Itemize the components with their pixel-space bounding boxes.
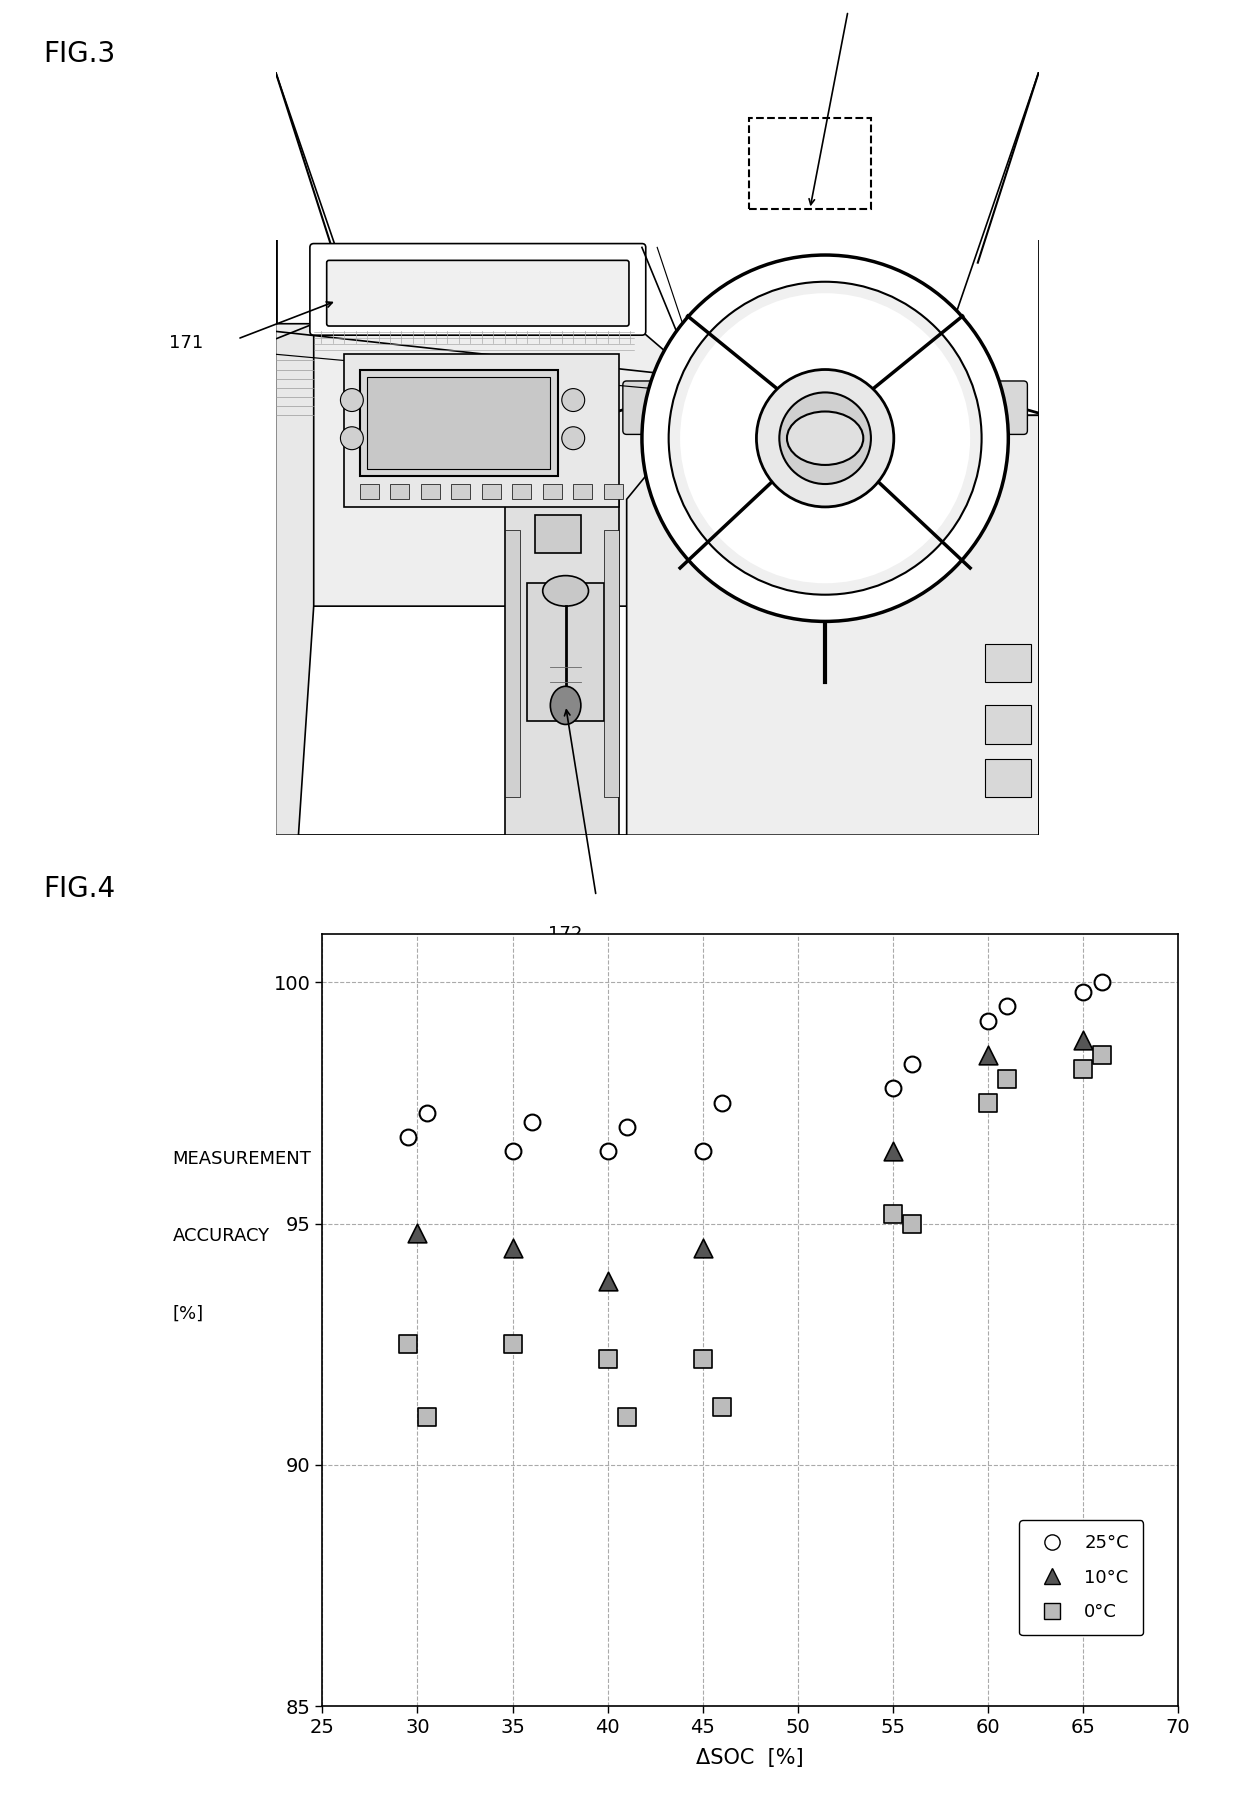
Bar — [986, 706, 1032, 744]
Bar — [505, 530, 520, 797]
Bar — [275, 72, 1039, 241]
Point — [1092, 968, 1112, 997]
Point — [712, 1088, 732, 1117]
Point — [883, 1200, 903, 1228]
Circle shape — [779, 393, 870, 485]
Point — [978, 1006, 998, 1034]
FancyBboxPatch shape — [622, 381, 661, 435]
Point — [978, 1040, 998, 1069]
Point — [417, 1403, 436, 1431]
Point — [502, 1329, 522, 1358]
Bar — [345, 354, 619, 506]
Point — [1092, 1040, 1112, 1069]
Point — [598, 1137, 618, 1166]
Point — [712, 1392, 732, 1421]
FancyBboxPatch shape — [310, 244, 646, 336]
Point — [616, 1403, 636, 1431]
Bar — [573, 483, 593, 499]
Circle shape — [642, 255, 1008, 621]
Bar — [536, 515, 580, 553]
Point — [901, 1051, 921, 1079]
FancyBboxPatch shape — [990, 381, 1028, 435]
Bar — [543, 483, 562, 499]
Legend: 25°C, 10°C, 0°C: 25°C, 10°C, 0°C — [1019, 1519, 1143, 1636]
Bar — [604, 530, 619, 797]
Point — [693, 1234, 713, 1263]
Point — [997, 1065, 1017, 1094]
Circle shape — [562, 388, 585, 411]
Text: 171: 171 — [169, 334, 203, 352]
Bar — [391, 483, 409, 499]
Ellipse shape — [543, 575, 589, 607]
Circle shape — [756, 370, 894, 506]
Circle shape — [680, 293, 970, 584]
Point — [616, 1112, 636, 1142]
Point — [398, 1329, 418, 1358]
Bar — [367, 377, 551, 469]
Polygon shape — [505, 499, 619, 835]
Point — [408, 1219, 428, 1248]
Point — [883, 1137, 903, 1166]
Text: FIG.3: FIG.3 — [43, 40, 115, 68]
Point — [598, 1343, 618, 1372]
Point — [502, 1137, 522, 1166]
Circle shape — [668, 282, 982, 594]
X-axis label: ΔSOC  [%]: ΔSOC [%] — [697, 1748, 804, 1767]
Point — [502, 1234, 522, 1263]
Point — [398, 1122, 418, 1151]
FancyBboxPatch shape — [326, 260, 629, 327]
Bar — [360, 370, 558, 476]
Bar — [527, 584, 604, 720]
Polygon shape — [626, 415, 1039, 835]
Bar — [481, 483, 501, 499]
Text: MEASUREMENT: MEASUREMENT — [172, 1149, 311, 1167]
Text: 172: 172 — [548, 925, 583, 943]
Point — [693, 1137, 713, 1166]
Circle shape — [562, 427, 585, 449]
Bar — [986, 645, 1032, 682]
Point — [1073, 1026, 1092, 1054]
Bar — [749, 119, 870, 210]
Text: FIG.4: FIG.4 — [43, 875, 115, 903]
Point — [997, 991, 1017, 1020]
Bar — [986, 758, 1032, 797]
Point — [417, 1097, 436, 1126]
Text: ACCURACY: ACCURACY — [172, 1227, 270, 1245]
Polygon shape — [275, 323, 1039, 607]
Point — [522, 1108, 542, 1137]
Bar — [604, 483, 622, 499]
Bar — [420, 483, 440, 499]
Ellipse shape — [551, 686, 580, 724]
Text: [%]: [%] — [172, 1304, 203, 1322]
Point — [883, 1074, 903, 1103]
Point — [1073, 977, 1092, 1006]
Point — [901, 1209, 921, 1237]
Bar — [451, 483, 470, 499]
Point — [693, 1343, 713, 1372]
Bar — [512, 483, 531, 499]
Point — [978, 1088, 998, 1117]
Point — [1073, 1054, 1092, 1083]
Circle shape — [341, 388, 363, 411]
Bar — [360, 483, 378, 499]
Ellipse shape — [787, 411, 863, 465]
Point — [598, 1268, 618, 1297]
Circle shape — [341, 427, 363, 449]
Polygon shape — [275, 323, 314, 835]
